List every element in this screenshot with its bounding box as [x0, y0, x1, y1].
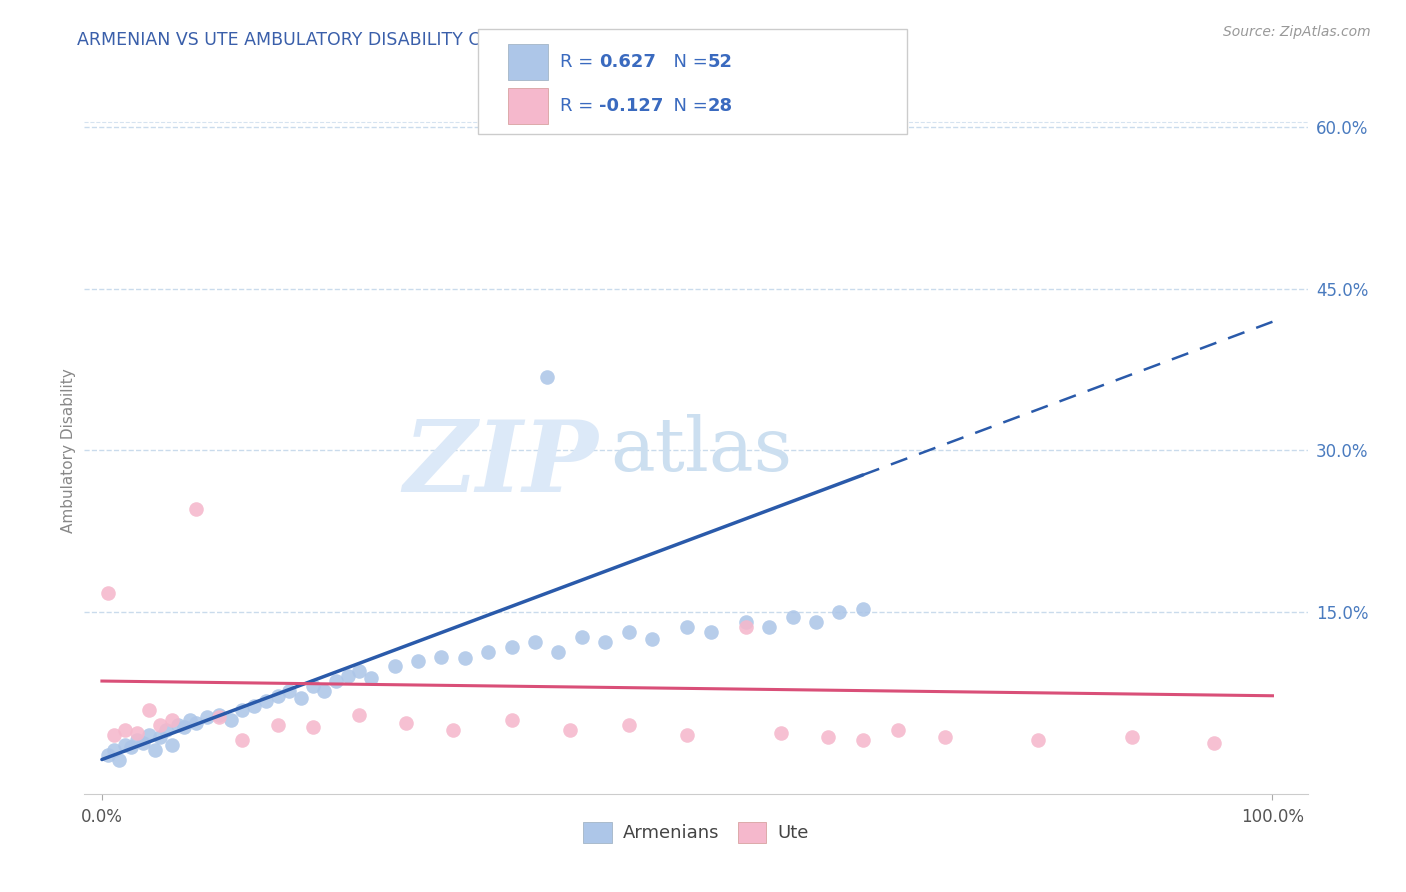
Point	[441, 723, 464, 737]
Point	[524, 635, 547, 649]
Point	[477, 644, 499, 658]
Point	[325, 674, 347, 689]
Point	[1121, 730, 1143, 744]
Point	[314, 683, 336, 698]
Point	[887, 723, 910, 737]
Point	[501, 714, 523, 728]
Point	[114, 723, 136, 737]
Point	[103, 742, 125, 756]
Point	[149, 718, 172, 732]
Point	[1202, 736, 1225, 750]
Point	[454, 651, 477, 665]
Point	[125, 726, 148, 740]
Point	[430, 649, 453, 664]
Point	[617, 624, 640, 639]
Y-axis label: Ambulatory Disability: Ambulatory Disability	[60, 368, 76, 533]
Point	[138, 703, 160, 717]
Text: ZIP: ZIP	[404, 416, 598, 512]
Point	[160, 738, 183, 752]
Point	[560, 723, 582, 737]
Point	[243, 698, 266, 713]
Point	[195, 710, 218, 724]
Text: Source: ZipAtlas.com: Source: ZipAtlas.com	[1223, 25, 1371, 39]
Text: ARMENIAN VS UTE AMBULATORY DISABILITY CORRELATION CHART: ARMENIAN VS UTE AMBULATORY DISABILITY CO…	[77, 31, 658, 49]
Point	[290, 690, 312, 705]
Legend: Armenians, Ute: Armenians, Ute	[576, 814, 815, 850]
Point	[593, 635, 616, 649]
Point	[301, 679, 323, 693]
Text: atlas: atlas	[610, 414, 793, 487]
Point	[852, 733, 875, 747]
Point	[734, 620, 756, 634]
Point	[676, 728, 699, 742]
Point	[828, 605, 851, 619]
Point	[852, 602, 875, 616]
Point	[699, 624, 721, 639]
Point	[301, 720, 323, 734]
Point	[617, 718, 640, 732]
Text: R =: R =	[560, 53, 599, 70]
Point	[97, 586, 120, 600]
Point	[179, 714, 201, 728]
Point	[120, 739, 142, 754]
Point	[103, 728, 125, 742]
Point	[336, 669, 359, 683]
Text: 0.627: 0.627	[599, 53, 655, 70]
Point	[501, 640, 523, 654]
Point	[219, 714, 242, 728]
Point	[132, 736, 155, 750]
Point	[173, 720, 195, 734]
Point	[769, 726, 792, 740]
Point	[734, 615, 756, 630]
Point	[155, 723, 177, 737]
Text: N =: N =	[662, 53, 714, 70]
Text: -0.127: -0.127	[599, 97, 664, 115]
Point	[138, 728, 160, 742]
Point	[160, 714, 183, 728]
Text: 52: 52	[707, 53, 733, 70]
Point	[349, 708, 371, 723]
Point	[676, 620, 699, 634]
Point	[208, 710, 231, 724]
Text: 28: 28	[707, 97, 733, 115]
Point	[804, 615, 827, 630]
Point	[641, 632, 664, 646]
Point	[108, 753, 131, 767]
Point	[349, 664, 371, 679]
Point	[278, 683, 301, 698]
Point	[536, 369, 558, 384]
Point	[149, 730, 172, 744]
Point	[360, 671, 382, 685]
Point	[384, 659, 406, 673]
Text: N =: N =	[662, 97, 714, 115]
Point	[143, 742, 166, 756]
Point	[571, 630, 593, 644]
Point	[167, 718, 190, 732]
Point	[817, 730, 839, 744]
Point	[231, 703, 253, 717]
Point	[406, 655, 429, 669]
Point	[266, 718, 288, 732]
Point	[184, 502, 207, 516]
Point	[266, 689, 288, 703]
Point	[208, 708, 231, 723]
Point	[254, 694, 277, 708]
Point	[1028, 733, 1050, 747]
Point	[231, 733, 253, 747]
Point	[114, 738, 136, 752]
Point	[97, 747, 120, 762]
Point	[758, 620, 780, 634]
Point	[782, 610, 804, 624]
Point	[184, 716, 207, 731]
Point	[934, 730, 956, 744]
Text: R =: R =	[560, 97, 599, 115]
Point	[547, 644, 569, 658]
Point	[395, 716, 418, 731]
Point	[125, 733, 148, 747]
